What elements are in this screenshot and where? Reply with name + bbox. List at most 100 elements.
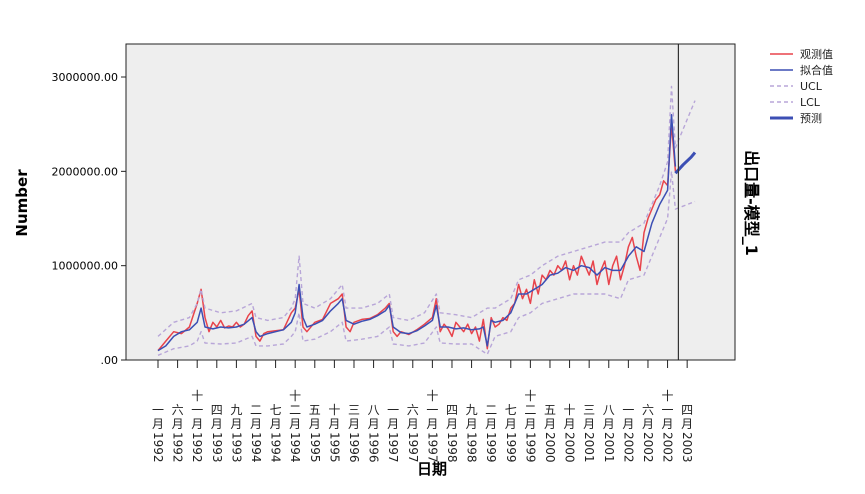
svg-text:1993: 1993 bbox=[210, 432, 224, 463]
y-tick-label-3: 3000000.00 bbox=[52, 71, 118, 84]
svg-text:1994: 1994 bbox=[288, 432, 302, 463]
y-axis-title: Number bbox=[13, 169, 31, 237]
legend-label-0: 观测值 bbox=[800, 48, 833, 61]
svg-text:1995: 1995 bbox=[327, 432, 341, 463]
x-axis: 一月1992六月1992十一月1992四月1993九月1993二月1994七月1… bbox=[151, 360, 694, 463]
svg-text:月: 月 bbox=[603, 417, 615, 431]
svg-text:1996: 1996 bbox=[347, 432, 361, 463]
y-tick-label-0: .00 bbox=[101, 354, 119, 367]
svg-text:月: 月 bbox=[583, 417, 595, 431]
svg-text:月: 月 bbox=[309, 417, 321, 431]
series-layer bbox=[157, 85, 697, 356]
svg-text:三: 三 bbox=[583, 403, 595, 417]
svg-text:月: 月 bbox=[191, 417, 203, 431]
svg-text:1992: 1992 bbox=[190, 432, 204, 463]
svg-text:1996: 1996 bbox=[367, 432, 381, 463]
svg-text:1998: 1998 bbox=[445, 432, 459, 463]
svg-text:2000: 2000 bbox=[563, 432, 577, 463]
legend-label-1: 拟合值 bbox=[800, 63, 833, 77]
svg-text:月: 月 bbox=[446, 417, 458, 431]
svg-text:二: 二 bbox=[289, 403, 301, 417]
svg-text:十: 十 bbox=[289, 389, 301, 403]
legend-label-2: UCL bbox=[800, 80, 823, 93]
svg-text:四: 四 bbox=[211, 403, 223, 417]
svg-text:六: 六 bbox=[642, 403, 654, 417]
svg-text:月: 月 bbox=[622, 417, 634, 431]
series-line-3 bbox=[157, 170, 696, 356]
svg-text:六: 六 bbox=[172, 403, 184, 417]
panel-title: 出口量-模型_1 bbox=[742, 150, 761, 256]
svg-text:月: 月 bbox=[485, 417, 497, 431]
svg-text:月: 月 bbox=[466, 417, 478, 431]
series-line-1 bbox=[157, 113, 677, 352]
svg-text:九: 九 bbox=[230, 403, 242, 417]
svg-text:一: 一 bbox=[191, 403, 203, 417]
svg-text:月: 月 bbox=[230, 417, 242, 431]
svg-text:1999: 1999 bbox=[484, 432, 498, 463]
series-line-4 bbox=[674, 151, 697, 175]
svg-text:十: 十 bbox=[328, 403, 340, 417]
svg-text:1994: 1994 bbox=[249, 432, 263, 463]
svg-text:八: 八 bbox=[368, 403, 380, 417]
svg-text:月: 月 bbox=[505, 417, 517, 431]
svg-text:月: 月 bbox=[250, 417, 262, 431]
svg-text:月: 月 bbox=[368, 417, 380, 431]
svg-text:月: 月 bbox=[152, 417, 164, 431]
series-line-0 bbox=[157, 123, 677, 352]
svg-text:月: 月 bbox=[544, 417, 556, 431]
svg-text:月: 月 bbox=[211, 417, 223, 431]
svg-text:月: 月 bbox=[642, 417, 654, 431]
svg-text:二: 二 bbox=[250, 403, 262, 417]
svg-text:月: 月 bbox=[387, 417, 399, 431]
svg-text:三: 三 bbox=[348, 403, 360, 417]
y-tick-label-2: 2000000.00 bbox=[52, 165, 118, 178]
svg-text:二: 二 bbox=[485, 403, 497, 417]
svg-text:月: 月 bbox=[270, 417, 282, 431]
svg-text:九: 九 bbox=[466, 403, 478, 417]
svg-text:月: 月 bbox=[524, 417, 536, 431]
svg-text:1997: 1997 bbox=[406, 432, 420, 463]
svg-text:五: 五 bbox=[544, 403, 556, 417]
y-tick-label-1: 1000000.00 bbox=[52, 260, 118, 273]
x-axis-title: 日期 bbox=[417, 460, 447, 478]
svg-text:一: 一 bbox=[662, 403, 674, 417]
svg-text:一: 一 bbox=[387, 403, 399, 417]
plot-frame bbox=[125, 43, 736, 361]
svg-text:七: 七 bbox=[505, 403, 517, 417]
svg-text:1994: 1994 bbox=[269, 432, 283, 463]
svg-text:1997: 1997 bbox=[425, 432, 439, 463]
svg-text:1999: 1999 bbox=[504, 432, 518, 463]
svg-text:月: 月 bbox=[172, 417, 184, 431]
svg-text:十: 十 bbox=[662, 389, 674, 403]
svg-text:2002: 2002 bbox=[661, 432, 675, 463]
svg-text:1995: 1995 bbox=[308, 432, 322, 463]
svg-text:四: 四 bbox=[446, 403, 458, 417]
svg-text:五: 五 bbox=[309, 403, 321, 417]
svg-text:月: 月 bbox=[426, 417, 438, 431]
plot-background bbox=[126, 44, 735, 360]
svg-text:2001: 2001 bbox=[582, 432, 596, 463]
svg-text:2002: 2002 bbox=[621, 432, 635, 463]
svg-text:十: 十 bbox=[191, 389, 203, 403]
svg-text:十: 十 bbox=[524, 389, 536, 403]
